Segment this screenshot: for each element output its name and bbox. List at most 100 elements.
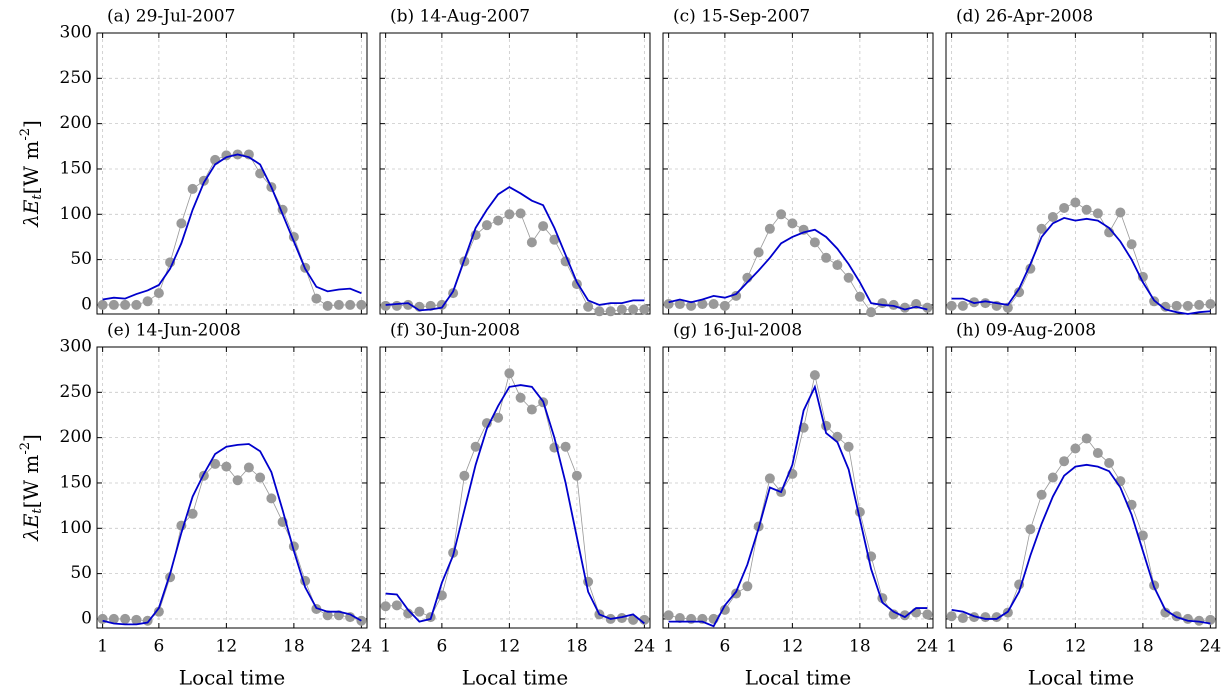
observed-point bbox=[899, 302, 910, 313]
observed-point bbox=[1194, 299, 1205, 310]
observed-line bbox=[102, 154, 362, 307]
observed-point bbox=[187, 508, 198, 519]
observed-point bbox=[946, 300, 957, 311]
observed-point bbox=[380, 300, 391, 311]
panel-title: (g) 16-Jul-2008 bbox=[673, 321, 802, 341]
observed-point bbox=[176, 218, 187, 229]
y-axis-label-part: t bbox=[30, 508, 45, 514]
observed-point bbox=[686, 300, 697, 311]
observed-point bbox=[922, 609, 933, 620]
observed-point bbox=[1194, 615, 1205, 626]
y-tick-label: 0 bbox=[81, 608, 92, 628]
model-line bbox=[385, 384, 645, 625]
observed-point bbox=[1081, 204, 1092, 215]
observed-point bbox=[697, 299, 708, 310]
observed-point bbox=[108, 299, 119, 310]
observed-point bbox=[1205, 299, 1216, 310]
observed-point bbox=[719, 604, 730, 615]
observed-point bbox=[391, 300, 402, 311]
observed-point bbox=[1104, 458, 1115, 469]
x-tick-label: 1 bbox=[97, 637, 108, 657]
y-axis-label-part: ] bbox=[19, 434, 43, 442]
observed-point bbox=[266, 493, 277, 504]
y-axis-label-part: t bbox=[30, 194, 45, 200]
x-tick-label: 18 bbox=[566, 637, 588, 657]
y-tick-label: 200 bbox=[60, 113, 92, 133]
model-line bbox=[668, 384, 928, 628]
observed-point bbox=[605, 306, 616, 317]
x-tick-label: 1 bbox=[663, 637, 674, 657]
observed-line bbox=[951, 202, 1211, 309]
y-tick-label: 100 bbox=[60, 204, 92, 224]
observed-point bbox=[493, 215, 504, 226]
panel: (c) 15-Sep-2007 bbox=[662, 7, 934, 318]
observed-point bbox=[403, 608, 414, 619]
x-tick-label: 12 bbox=[499, 637, 521, 657]
panel-title: (b) 14-Aug-2007 bbox=[390, 7, 530, 27]
observed-point bbox=[560, 441, 571, 452]
observed-point bbox=[1160, 607, 1171, 618]
panel: (f) 30-Jun-2008 1 6 12 18 24 Local time bbox=[379, 321, 655, 690]
plot-frame bbox=[96, 32, 368, 315]
y-axis-label: λEt[W m-2] bbox=[18, 120, 45, 228]
observed-point bbox=[515, 392, 526, 403]
observed-point bbox=[1092, 448, 1103, 459]
observed-point bbox=[957, 613, 968, 624]
observed-point bbox=[843, 441, 854, 452]
observed-point bbox=[628, 304, 639, 315]
observed-point bbox=[243, 462, 254, 473]
panel: (a) 29-Jul-2007 0 50 100 150 200 250 300 λEt[W m… bbox=[18, 7, 368, 315]
observed-point bbox=[708, 299, 719, 310]
observed-point bbox=[719, 300, 730, 311]
observed-point bbox=[1081, 433, 1092, 444]
observed-point bbox=[946, 611, 957, 622]
y-axis-label-part: λE bbox=[19, 513, 43, 542]
observed-point bbox=[753, 247, 764, 258]
observed-point bbox=[742, 581, 753, 592]
observed-point bbox=[153, 606, 164, 617]
observed-point bbox=[153, 288, 164, 299]
observed-point bbox=[1014, 287, 1025, 298]
x-tick-label: 6 bbox=[436, 637, 447, 657]
y-tick-label: 150 bbox=[60, 472, 92, 492]
observed-point bbox=[549, 234, 560, 245]
observed-point bbox=[583, 301, 594, 312]
plot-frame bbox=[945, 32, 1217, 315]
observed-point bbox=[957, 300, 968, 311]
observed-point bbox=[131, 614, 142, 625]
observed-point bbox=[345, 299, 356, 310]
observed-point bbox=[877, 298, 888, 309]
panel: (b) 14-Aug-2007 bbox=[379, 7, 651, 317]
model-line bbox=[668, 228, 928, 311]
observed-point bbox=[481, 220, 492, 231]
x-tick-label: 12 bbox=[782, 637, 804, 657]
observed-point bbox=[322, 300, 333, 311]
observed-point bbox=[470, 441, 481, 452]
y-tick-label: 100 bbox=[60, 518, 92, 538]
y-tick-label: 250 bbox=[60, 382, 92, 402]
observed-point bbox=[776, 209, 787, 220]
observed-point bbox=[866, 307, 877, 318]
y-axis-label-part: λE bbox=[19, 199, 43, 228]
observed-point bbox=[142, 296, 153, 307]
observed-point bbox=[843, 272, 854, 283]
observed-point bbox=[459, 470, 470, 481]
observed-point bbox=[764, 473, 775, 484]
x-tick-label: 1 bbox=[946, 637, 957, 657]
y-axis-label-part: ] bbox=[19, 120, 43, 128]
x-tick-label: 18 bbox=[1132, 637, 1154, 657]
panel-title: (h) 09-Aug-2008 bbox=[956, 321, 1096, 341]
observed-point bbox=[1137, 530, 1148, 541]
observed-point bbox=[1070, 197, 1081, 208]
x-tick-label: 18 bbox=[849, 637, 871, 657]
observed-point bbox=[526, 237, 537, 248]
y-tick-label: 50 bbox=[70, 249, 92, 269]
plot-frame bbox=[662, 32, 934, 315]
y-tick-label: 50 bbox=[70, 563, 92, 583]
model-line bbox=[951, 463, 1211, 625]
plot-frame bbox=[662, 346, 934, 629]
x-tick-label: 24 bbox=[351, 637, 373, 657]
observed-point bbox=[1047, 472, 1058, 483]
observed-point bbox=[787, 218, 798, 229]
plot-frame bbox=[379, 346, 651, 629]
